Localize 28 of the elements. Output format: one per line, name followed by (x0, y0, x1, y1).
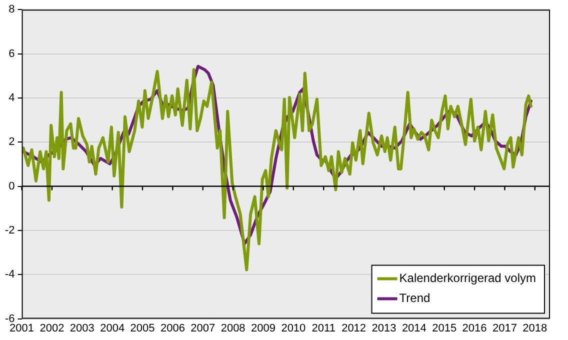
x-tick-label: 2004 (100, 322, 125, 334)
x-tick-label: 2005 (130, 322, 155, 334)
x-tick-label: 2016 (462, 322, 487, 334)
x-tick-label: 2018 (522, 322, 548, 334)
legend-label: Trend (399, 291, 430, 306)
x-tick-label: 2006 (160, 322, 185, 334)
x-tick-label: 2002 (40, 322, 64, 334)
x-tick-label: 2003 (70, 322, 94, 334)
y-tick-label: 4 (8, 92, 15, 104)
x-tick-label: 2013 (372, 322, 396, 334)
y-tick-label: -6 (5, 312, 15, 325)
x-tick-label: 2014 (402, 322, 426, 334)
legend-label: Kalenderkorrigerad volym (399, 271, 536, 286)
y-tick-label: 8 (8, 4, 15, 16)
y-tick-label: 2 (8, 136, 15, 148)
y-tick-label: 6 (8, 48, 15, 60)
x-tick-label: 2008 (220, 322, 246, 334)
x-tick-label: 2017 (492, 322, 517, 334)
x-tick-label: 2001 (10, 322, 34, 334)
y-tick-label: -4 (5, 268, 15, 281)
x-tick-label: 2007 (190, 322, 216, 334)
x-tick-label: 2015 (432, 322, 457, 334)
x-tick-label: 2010 (281, 322, 306, 334)
y-tick-label: 0 (8, 180, 15, 192)
x-tick-label: 2012 (342, 322, 366, 334)
y-tick-label: -2 (5, 224, 15, 236)
x-tick-label: 2011 (312, 322, 336, 334)
x-tick-label: 2009 (251, 322, 276, 334)
